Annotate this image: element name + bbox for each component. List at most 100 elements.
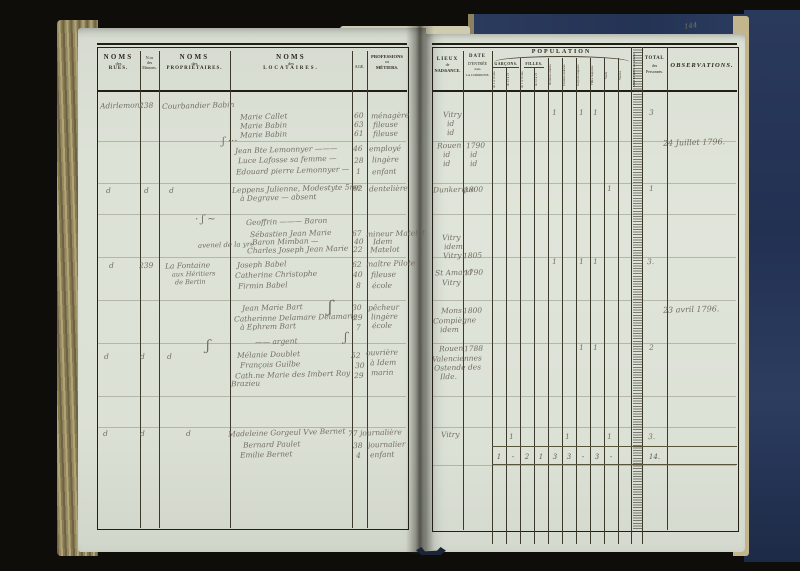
header-professions-line1: PROFESSIONS	[371, 54, 403, 59]
header-proprietaires-line1: NOMS	[179, 53, 210, 61]
rule	[98, 183, 406, 184]
total-col-2: -	[511, 453, 515, 461]
rule	[230, 51, 231, 528]
rule	[520, 530, 521, 544]
total-col-3: 2	[524, 453, 530, 461]
rule	[98, 396, 406, 397]
hw-street-5: d	[102, 428, 108, 439]
hw-birth-7c: Ostende des	[433, 362, 482, 373]
rule	[618, 530, 619, 544]
hw-birth-4c: Vitry	[442, 250, 462, 261]
header-subcol-1: de 1 à 12 ans	[492, 71, 496, 88]
rule	[590, 530, 591, 544]
hw-prop-3c: de Bertin	[174, 277, 206, 287]
hw-date-2: 1790	[465, 140, 486, 151]
header-proprietaires: NOMS des PROPRIÉTAIRES.	[159, 53, 230, 71]
right-table-frame	[432, 47, 739, 532]
rule	[433, 183, 736, 184]
header-subcol-10: Veuves	[618, 70, 622, 80]
left-page	[78, 28, 426, 552]
hw-tenant-3: Marie Babin	[239, 129, 288, 140]
header-age: AGE.	[354, 64, 365, 69]
hw-date-2c: id	[469, 158, 478, 169]
right-table-outer-rule	[432, 43, 737, 45]
hw-prof-7: dentelière	[368, 183, 408, 194]
hw-tenant-22: Emilie Bernet	[239, 449, 293, 460]
hw-mark-3c: 1	[592, 256, 598, 267]
hw-birth-1c: id	[446, 127, 455, 138]
hw-house-1: 238	[138, 100, 154, 111]
rule	[433, 141, 736, 142]
rule	[433, 465, 736, 466]
header-subcol-9: Veufs	[604, 71, 608, 79]
rule	[492, 51, 493, 530]
hw-age-7: 62	[352, 183, 363, 194]
hw-date-5: 1790	[463, 267, 484, 278]
hw-tenant-19b: Brazieu	[230, 378, 261, 389]
hw-birth-6c: idem	[439, 324, 459, 335]
rule	[352, 51, 353, 528]
rule	[98, 300, 406, 301]
hw-mark-3a: 1	[551, 256, 557, 267]
hw-mark-5a: 1	[508, 431, 514, 442]
header-garcons: GARÇONS.	[492, 62, 520, 68]
hw-mark-2: 1	[606, 183, 612, 194]
hw-age-2: 63	[353, 119, 364, 130]
right-page	[426, 34, 745, 552]
hw-street-3: d	[108, 260, 114, 271]
header-locataires-line1: NOMS	[276, 53, 306, 61]
header-date-line2: D'ENTRÉE	[468, 60, 487, 66]
hw-age-20: 77	[347, 428, 358, 439]
hw-date-4: 1805	[462, 250, 483, 261]
hw-age-3: 61	[353, 128, 364, 139]
hw-rowtotal-2: 1	[648, 183, 654, 194]
hw-house-4: d	[139, 351, 145, 362]
header-maisons-line2: des	[146, 60, 153, 65]
rule	[433, 427, 736, 428]
hw-age-17: 52	[350, 350, 361, 361]
hw-birth-7d: Ilde.	[439, 371, 458, 382]
hw-age-12: 40	[352, 269, 363, 280]
hw-tenant-18: François Guilbe	[239, 359, 301, 370]
header-militaires: MILITAIRES en activité.	[632, 52, 636, 88]
hw-birth-1: Vitry	[442, 109, 462, 120]
header-rues: NOMS des RUES.	[97, 53, 140, 71]
rule	[562, 58, 563, 530]
left-table-frame	[97, 47, 409, 530]
hw-mark-5c: 1	[606, 431, 612, 442]
hw-rowtotal-3: 3.	[646, 256, 655, 267]
rule	[492, 445, 737, 447]
hw-note-3: —— argent	[254, 336, 298, 347]
hw-mark-5b: 1	[564, 431, 570, 442]
hw-age-16: 7	[355, 322, 361, 333]
hw-street-4: d	[103, 351, 109, 362]
rule	[631, 530, 632, 544]
rule	[590, 58, 591, 530]
header-maisons: N.os des Maisons.	[140, 55, 159, 70]
hw-prof-6: enfant	[371, 166, 397, 177]
hw-age-11: 62	[351, 259, 362, 270]
hw-age-6: 1	[355, 166, 361, 177]
hw-tenant-21: Bernard Paulet	[242, 439, 301, 450]
hw-date-7: 1788	[463, 343, 484, 354]
header-rues-line1: NOMS	[103, 53, 134, 61]
rule	[159, 51, 160, 528]
hw-note-2: avenel de la yre	[197, 240, 255, 250]
hw-prof-3: fileuse	[372, 128, 399, 139]
hw-street-2: d	[105, 185, 111, 196]
rule	[576, 530, 577, 544]
left-header-rule	[97, 90, 407, 92]
hw-age-18: 30	[354, 360, 365, 371]
rule	[520, 58, 521, 530]
rule	[618, 58, 619, 530]
total-col-1: 1	[496, 453, 502, 461]
header-date-line4: LA COMMUNE.	[465, 72, 490, 77]
hw-birth-2: Rouen	[436, 140, 462, 151]
hw-prof-4: employé	[368, 143, 402, 154]
hw-prof-16: école	[371, 320, 393, 331]
total-col-9: -	[609, 453, 613, 461]
rule	[506, 530, 507, 544]
header-subcol-3: de 1 à 12 ans	[520, 71, 524, 88]
rule	[140, 51, 141, 528]
rule	[433, 257, 736, 258]
